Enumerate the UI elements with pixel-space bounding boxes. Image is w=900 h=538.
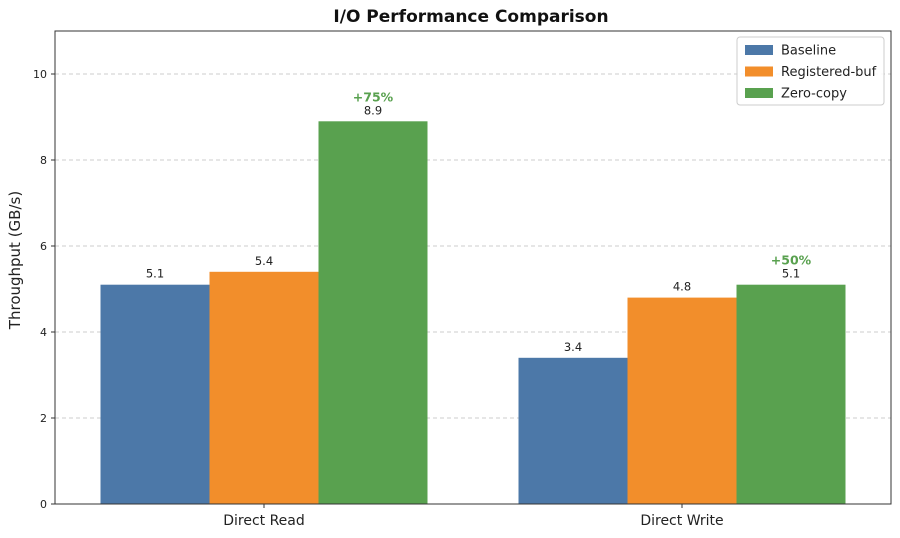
bar	[518, 357, 628, 504]
plot-frame	[54, 30, 892, 505]
bar	[627, 297, 737, 504]
legend-swatch	[745, 45, 773, 55]
y-tick-label: 10	[33, 68, 47, 81]
annotation-label: +75%	[353, 89, 394, 104]
bar	[318, 121, 428, 505]
legend: Baseline Registered-buf Zero-copy	[736, 36, 885, 106]
bar-value-label: 5.1	[146, 267, 164, 281]
legend-label: Registered-buf	[781, 65, 877, 80]
axes: 0 2 4 6 8 10 Direct Read Direct Write	[33, 30, 892, 529]
y-axis-label: Throughput (GB/s)	[6, 191, 24, 330]
legend-swatch	[745, 66, 773, 77]
bar-value-label: 5.4	[255, 254, 273, 268]
y-tick-label: 8	[40, 154, 47, 167]
y-tick-label: 6	[40, 240, 47, 253]
legend-swatch	[745, 88, 773, 98]
annotation-label: +50%	[771, 253, 812, 268]
bars	[100, 121, 846, 505]
bar	[736, 284, 846, 504]
y-tick-label: 0	[40, 498, 47, 511]
bar	[209, 271, 319, 504]
labels: 5.1 5.4 8.9 3.4 4.8 5.1 +75% +50%	[146, 89, 812, 354]
bar-value-label: 4.8	[673, 280, 691, 294]
legend-label: Baseline	[781, 44, 836, 59]
x-tick-label: Direct Read	[223, 513, 305, 529]
bar-value-label: 3.4	[564, 340, 582, 354]
bar-value-label: 5.1	[782, 267, 800, 281]
y-tick-label: 4	[40, 326, 47, 339]
legend-label: Zero-copy	[781, 87, 847, 102]
y-tick-label: 2	[40, 412, 47, 425]
bar-value-label: 8.9	[364, 103, 382, 117]
chart-title: I/O Performance Comparison	[333, 7, 608, 27]
x-tick-label: Direct Write	[640, 513, 723, 529]
bar	[100, 284, 210, 504]
legend-box	[736, 36, 885, 106]
